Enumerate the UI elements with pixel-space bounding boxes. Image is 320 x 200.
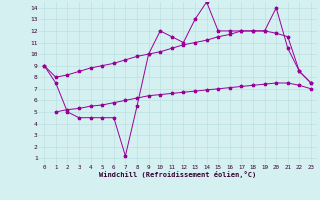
X-axis label: Windchill (Refroidissement éolien,°C): Windchill (Refroidissement éolien,°C) bbox=[99, 171, 256, 178]
